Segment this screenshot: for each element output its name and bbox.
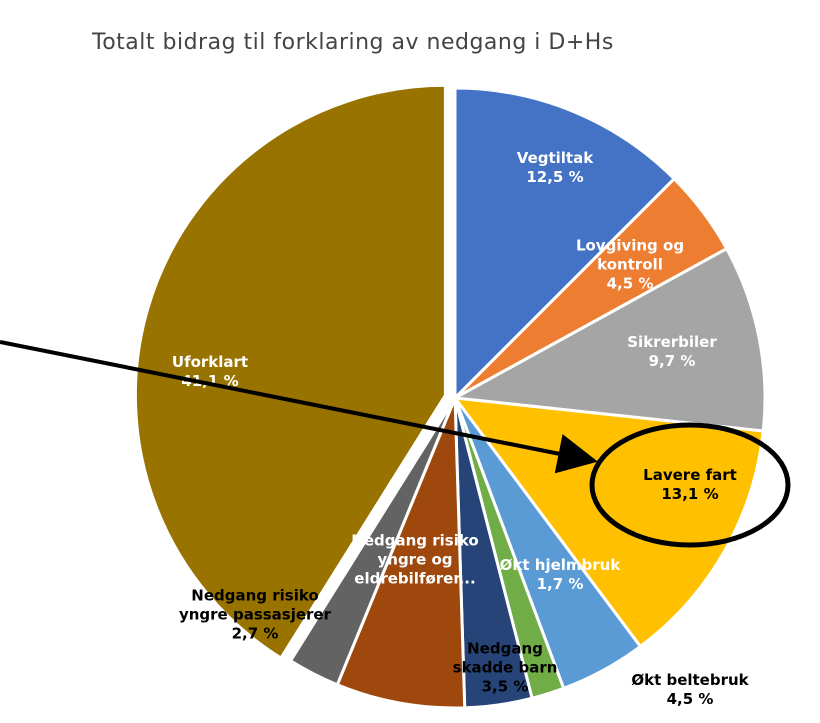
- pie-slice: [335, 397, 467, 710]
- slice-label: Nedgang risiko yngre og eldrebilfører...: [340, 532, 490, 589]
- slice-label: Nedgang skadde barn 3,5 %: [440, 640, 570, 697]
- pie-slice: [133, 83, 447, 661]
- value-label: 1,7 %: [536, 575, 584, 593]
- category-label: Lovgiving og kontroll: [575, 236, 685, 274]
- category-label: Nedgang risiko yngre passasjerer: [178, 586, 332, 624]
- value-label: 4,5 %: [606, 274, 654, 293]
- pie-slice: [453, 86, 677, 402]
- value-label: 3,5 %: [481, 677, 529, 696]
- value-label: 12,5 %: [526, 168, 584, 186]
- category-label: Vegtiltak: [516, 149, 594, 167]
- slice-label: Nedgang risiko yngre passasjerer 2,7 %: [165, 587, 345, 644]
- category-label: Uforklart: [171, 353, 249, 371]
- category-label: Lavere fart: [643, 466, 737, 484]
- chart-title: Totalt bidrag til forklaring av nedgang …: [92, 30, 614, 55]
- slice-label: Lavere fart 13,1 %: [620, 466, 760, 504]
- value-label: 13,1 %: [661, 485, 719, 503]
- category-label: Økt beltebruk: [631, 671, 749, 689]
- pie-slice: [288, 397, 457, 687]
- category-label: Nedgang skadde barn: [452, 639, 558, 677]
- arrow: [0, 340, 598, 474]
- slice-label: Sikrerbiler 9,7 %: [597, 333, 747, 371]
- value-label: 4,5 %: [666, 690, 714, 708]
- category-label: Sikrerbiler: [627, 333, 717, 351]
- value-label: 2,7 %: [231, 624, 279, 643]
- highlight-ellipse: [589, 422, 791, 548]
- category-label: Nedgang risiko yngre og eldrebilfører...: [351, 531, 479, 588]
- slice-label: Økt beltebruk 4,5 %: [620, 671, 760, 709]
- category-label: Økt hjelmbruk: [499, 556, 621, 574]
- value-label: 9,7 %: [648, 352, 696, 370]
- pie-slice: [450, 246, 767, 433]
- slice-label: Økt hjelmbruk 1,7 %: [495, 556, 625, 594]
- slice-label: Lovgiving og kontroll 4,5 %: [565, 237, 695, 294]
- pie-slice: [451, 396, 765, 649]
- slice-label: Vegtiltak 12,5 %: [485, 149, 625, 187]
